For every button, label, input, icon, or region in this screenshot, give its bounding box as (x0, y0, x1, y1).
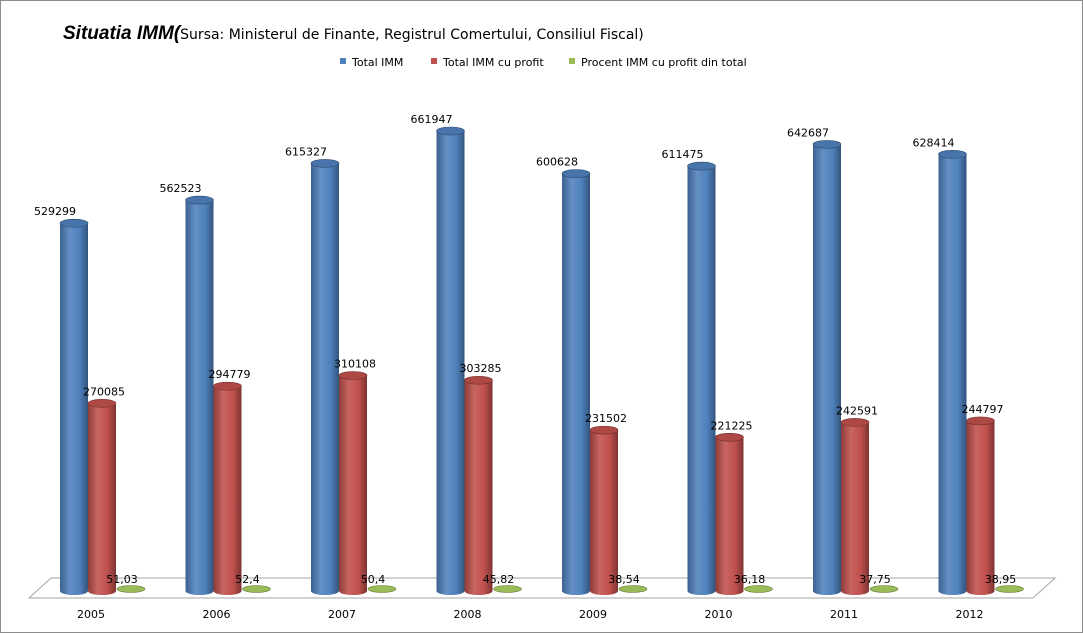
bar-body (966, 420, 995, 595)
x-tick-label: 2006 (203, 608, 231, 621)
data-label: 38,95 (985, 573, 1017, 586)
legend-swatch (569, 58, 575, 64)
data-label: 270085 (83, 385, 125, 398)
bar-cap (561, 169, 591, 178)
legend-swatch (431, 58, 437, 64)
legend-label: Total IMM (351, 56, 403, 69)
data-label: 562523 (160, 182, 202, 195)
data-label: 303285 (460, 362, 502, 375)
data-label: 628414 (913, 136, 955, 149)
floor-plane (27, 577, 1057, 599)
bar-cap (938, 150, 967, 159)
data-label: 51,03 (106, 573, 138, 586)
bar-cap (840, 418, 870, 427)
x-tick-label: 2007 (328, 608, 356, 621)
data-label: 310108 (334, 357, 376, 370)
bar-body (938, 154, 967, 595)
data-label: 244797 (962, 403, 1004, 416)
data-label: 642687 (787, 126, 829, 139)
data-label: 242591 (836, 404, 878, 417)
bar-cap (87, 399, 117, 408)
chart-title-paren: ( (174, 23, 183, 44)
bar-body (562, 173, 590, 595)
bar-cap (185, 195, 214, 205)
x-axis: 2005 2006 2007 2008 2009 2010 2011 2012 (77, 608, 984, 621)
data-label: 37,75 (859, 573, 891, 586)
x-tick-label: 2012 (956, 608, 984, 621)
bar-body (213, 386, 242, 595)
data-label: 529299 (34, 205, 76, 218)
bar-marker (493, 585, 522, 593)
bar-cap (310, 159, 340, 168)
bar-body (436, 131, 465, 595)
x-tick-label: 2005 (77, 608, 105, 621)
data-label: 38,54 (608, 573, 640, 586)
x-tick-label: 2009 (579, 608, 607, 621)
bar-body (590, 430, 618, 595)
legend-label: Procent IMM cu profit din total (581, 56, 747, 69)
bar-cap (213, 381, 242, 391)
bar-body (185, 200, 214, 596)
legend: Total IMM Total IMM cu profit Procent IMM … (340, 56, 747, 69)
data-label: 231502 (585, 412, 627, 425)
bar-marker (744, 585, 773, 593)
data-label: 294779 (209, 368, 251, 381)
bar-body (687, 166, 716, 596)
bar-cap (464, 375, 493, 385)
bar-marker (869, 585, 899, 593)
legend-label: Total IMM cu profit (442, 56, 544, 69)
bar-cap (436, 126, 465, 136)
x-tick-label: 2008 (454, 608, 482, 621)
chart-title: Situatia IMM(Sursa: Ministerul de Finant… (63, 23, 644, 44)
data-label: 50,4 (361, 573, 386, 586)
bar-body (464, 380, 493, 595)
bar-cap (715, 432, 744, 442)
data-label: 221225 (711, 419, 753, 432)
bar-body (813, 144, 841, 595)
bar-body (88, 403, 116, 595)
legend-swatch (340, 58, 346, 64)
chart-subtitle: Sursa: Ministerul de Finante, Registrul … (180, 27, 644, 43)
bar-cap (59, 218, 89, 228)
bar-marker (242, 585, 271, 593)
data-label: 52,4 (235, 573, 260, 586)
data-label: 661947 (411, 113, 453, 126)
bar-marker (995, 585, 1024, 593)
bar-marker (116, 585, 146, 593)
x-tick-label: 2011 (830, 608, 858, 621)
bar-cap (966, 416, 995, 426)
chart-floor (27, 577, 1057, 599)
data-label: 36,18 (734, 573, 766, 586)
bar-marker (618, 585, 648, 593)
bar-body (715, 437, 744, 595)
bar-body (60, 223, 88, 596)
bar-cap (687, 161, 716, 171)
bars-group (59, 126, 1024, 596)
bar-body (841, 422, 869, 595)
data-labels-group: 529299 270085 51,03 562523 294779 52,4 615327 3… (34, 113, 1016, 586)
bar-cap (589, 425, 619, 435)
data-label: 600628 (536, 156, 578, 169)
bar-cap (812, 140, 842, 149)
chart-title-main: Situatia IMM (63, 23, 175, 44)
x-tick-label: 2010 (705, 608, 733, 621)
bar-marker (367, 585, 397, 593)
data-label: 45,82 (483, 573, 515, 586)
data-label: 611475 (662, 148, 704, 161)
data-label: 615327 (285, 145, 327, 158)
bar-body (339, 375, 367, 595)
bar-body (311, 163, 339, 595)
bar-cap (338, 371, 368, 380)
